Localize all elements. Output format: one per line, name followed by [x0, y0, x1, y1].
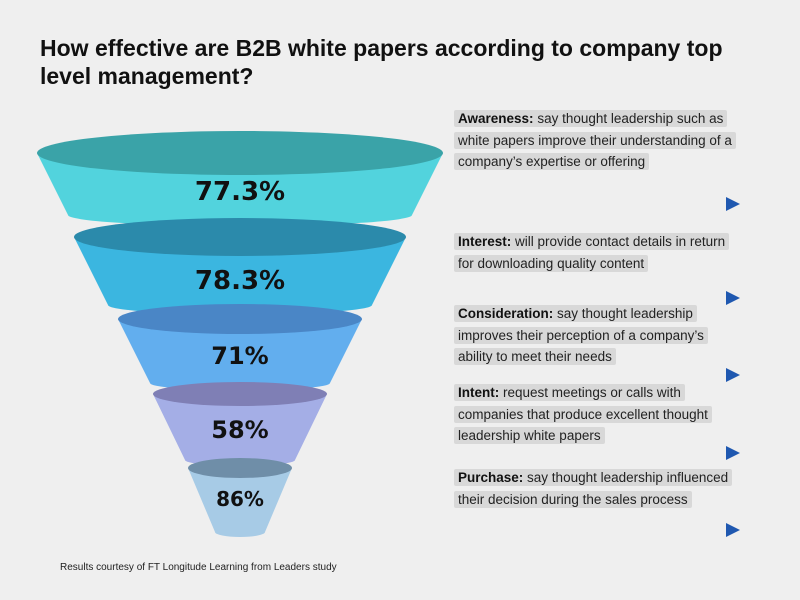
funnel-segment-top-intent [153, 382, 327, 406]
arrow-interest [420, 291, 740, 305]
stage-name-awareness: Awareness: [458, 111, 534, 126]
funnel-segment-top-purchase [188, 458, 292, 478]
arrow-consideration [420, 368, 740, 382]
funnel-segment-consideration [118, 319, 362, 391]
stage-value-purchase: 86% [216, 487, 264, 511]
stage-description-purchase: Purchase: say thought leadership influen… [454, 467, 734, 510]
funnel-stage-intent: 58% [153, 382, 327, 466]
funnel-segment-purchase [188, 468, 292, 537]
stage-name-purchase: Purchase: [458, 470, 524, 485]
stage-value-consideration: 71% [211, 342, 268, 370]
funnel-stage-awareness: 77.3% [37, 131, 443, 226]
funnel-segment-interest [74, 237, 406, 315]
page-title: How effective are B2B white papers accor… [40, 35, 723, 89]
stage-text-consideration: say thought leadership improves their pe… [458, 306, 704, 364]
stage-name-consideration: Consideration: [458, 306, 554, 321]
source-note: Results courtesy of FT Longitude Learnin… [60, 562, 337, 573]
stage-value-intent: 58% [211, 416, 268, 444]
funnel-segment-top-interest [74, 218, 406, 256]
funnel-segment-top-consideration [118, 304, 362, 334]
funnel-stage-consideration: 71% [118, 304, 362, 391]
funnel-stage-interest: 78.3% [74, 218, 406, 315]
stage-name-intent: Intent: [458, 385, 500, 400]
stage-value-awareness: 77.3% [195, 177, 285, 207]
funnel-segment-top-awareness [37, 131, 443, 175]
stage-description-awareness: Awareness: say thought leadership such a… [454, 108, 736, 173]
stage-text-purchase: say thought leadership influenced their … [458, 470, 729, 507]
funnel-stage-purchase: 86% [188, 458, 292, 537]
arrow-purchase [420, 523, 740, 537]
stage-text-intent: request meetings or calls with companies… [458, 385, 708, 443]
funnel-segment-intent [153, 394, 327, 466]
stage-text-interest: will provide contact details in return f… [458, 234, 726, 271]
arrow-awareness [420, 197, 740, 211]
stage-description-consideration: Consideration: say thought leadership im… [454, 303, 734, 368]
stage-description-intent: Intent: request meetings or calls with c… [454, 382, 734, 447]
arrow-intent [420, 446, 740, 460]
stage-value-interest: 78.3% [195, 266, 285, 296]
stage-name-interest: Interest: [458, 234, 512, 249]
stage-description-interest: Interest: will provide contact details i… [454, 231, 734, 274]
stage-text-awareness: say thought leadership such as white pap… [458, 111, 732, 169]
